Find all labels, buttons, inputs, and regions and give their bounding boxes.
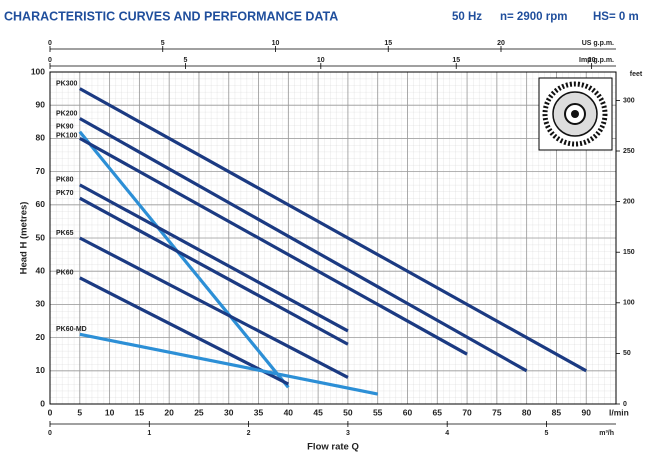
axis-tick-label: 15 [384,40,392,47]
axis-tick-label: 10 [272,40,280,47]
y2-axis-title: feet [630,71,643,78]
axis-tick-label: 5 [545,430,549,437]
axis-tick-label: 1 [147,430,151,437]
x-tick-label: 30 [224,407,234,417]
x-tick-label: 50 [343,407,353,417]
series-label: PK300 [56,80,78,87]
y2-tick-label: 0 [623,401,627,408]
x-tick-label: 75 [492,407,502,417]
y-tick-label: 30 [36,299,46,309]
subtitle: 50 Hz [452,11,482,23]
x-tick-label: 80 [522,407,532,417]
x-tick-label: 55 [373,407,383,417]
subtitle: n= 2900 rpm [500,11,567,23]
y-axis-title: Head H (metres) [19,202,30,275]
y-tick-label: 50 [36,232,46,242]
series-label: PK100 [56,133,78,140]
series-line [78,130,290,389]
series-line [79,332,378,396]
axis-tick-label: 0 [48,430,52,437]
series-line [79,276,290,386]
x-axis-title: Flow rate Q [307,442,359,453]
axis-tick-label: 0 [48,57,52,64]
x-tick-label: 10 [105,407,115,417]
series-line [79,87,587,373]
x-tick-label: 0 [48,407,53,417]
axis-label: Imp g.p.m. [579,57,614,64]
x-tick-label: 5 [77,407,82,417]
x-tick-label: 20 [164,407,174,417]
series-line [79,196,349,346]
axis-tick-label: 2 [247,430,251,437]
y-tick-label: 10 [36,365,46,375]
subtitle: HS= 0 m [593,11,639,23]
y-tick-label: 80 [36,133,46,143]
x-tick-label: 25 [194,407,204,417]
series-line [79,236,349,379]
x-tick-label: 35 [254,407,264,417]
plot-frame [49,71,617,405]
y-tick-label: 20 [36,332,46,342]
x-unit: l/min [609,407,629,417]
axis-tick-label: 3 [346,430,350,437]
x-tick-label: 40 [284,407,294,417]
axis-tick-label: 20 [497,40,505,47]
x-tick-label: 65 [433,407,443,417]
axis-label: US g.p.m. [582,40,614,47]
axis-tick-label: 4 [445,430,449,437]
plot [78,87,587,396]
axis-tick-label: 5 [161,40,165,47]
x-tick-label: 60 [403,407,413,417]
impeller-image [538,77,613,151]
y2-tick-label: 200 [623,198,635,205]
y-tick-label: 0 [40,398,45,408]
axis-tick-label: 20 [588,57,596,64]
axis-tick-label: 5 [183,57,187,64]
series-label: PK200 [56,110,78,117]
axis-tick-label: 15 [452,57,460,64]
series-line [79,183,349,333]
x-tick-label: 70 [462,407,472,417]
series-label: PK60-MD [56,326,87,333]
series-label: PK70 [56,190,74,197]
series-label: PK90 [56,124,74,131]
x-tick-label: 85 [552,407,562,417]
series-label: PK60 [56,270,74,277]
y-tick-label: 70 [36,166,46,176]
x-tick-label: 15 [135,407,145,417]
y2-tick-label: 250 [623,148,635,155]
y-tick-label: 100 [31,66,45,76]
y2-tick-label: 100 [623,300,635,307]
series-label: PK80 [56,177,74,184]
series-label: PK65 [56,230,74,237]
series-line [79,117,528,373]
y-tick-label: 40 [36,265,46,275]
y2-tick-label: 150 [623,249,635,256]
chart-title: CHARACTERISTIC CURVES AND PERFORMANCE DA… [4,9,338,23]
y-tick-label: 60 [36,199,46,209]
y-tick-label: 90 [36,99,46,109]
axis-tick-label: 0 [48,40,52,47]
axis-tick-label: 10 [317,57,325,64]
y2-tick-label: 50 [623,350,631,357]
series-line [79,137,468,356]
axis-label: m³/h [599,430,614,437]
y2-tick-label: 300 [623,97,635,104]
x-tick-label: 45 [313,407,323,417]
x-tick-label: 90 [581,407,591,417]
